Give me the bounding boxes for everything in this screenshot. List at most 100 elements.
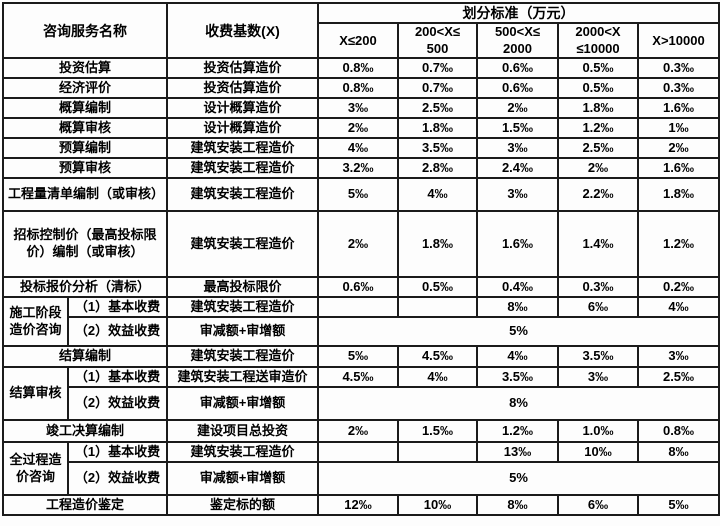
fee-base: 投资估算造价	[166, 77, 319, 100]
rate-cell: 1.8‰	[397, 210, 478, 279]
rate-cell: 4‰	[397, 177, 478, 213]
rate-cell: 2.5‰	[636, 366, 720, 389]
rate-cell: 8‰	[476, 296, 559, 319]
header-bracket-4: 2000<X ≤10000	[557, 22, 639, 60]
rate-cell: 1.2‰	[636, 210, 720, 279]
service-sub-name: （2）效益收费	[67, 316, 168, 348]
rate-cell: 8‰	[636, 441, 720, 464]
service-sub-name: （1）基本收费	[67, 441, 168, 464]
rate-cell: 0.5‰	[557, 77, 639, 100]
rate-cell: 0.7‰	[397, 77, 478, 100]
service-group-name: 结算审核	[2, 366, 69, 422]
rate-cell: 1.8‰	[557, 97, 639, 120]
rate-cell: 8‰	[476, 494, 559, 517]
fee-base: 设计概算造价	[166, 117, 319, 140]
header-standard: 划分标准（万元）	[316, 1, 720, 25]
rate-cell: 10‰	[397, 494, 478, 517]
rate-cell: 0.3‰	[557, 276, 639, 299]
service-name: 招标控制价（最高投标限价）编制（或审核）	[2, 210, 168, 279]
fee-base: 建筑安装工程造价	[166, 296, 319, 319]
rate-cell: 3‰	[476, 137, 559, 160]
header-fee-base: 收费基数(X)	[166, 1, 319, 60]
fee-standard-table: 咨询服务名称 收费基数(X) 划分标准（万元） X≤200 200<X≤ 500…	[2, 1, 720, 517]
header-bracket-5: X>10000	[636, 22, 720, 60]
rate-cell: 2‰	[317, 210, 399, 279]
rate-cell-merged: 5%	[316, 461, 720, 497]
rate-cell: 1.2‰	[476, 419, 559, 444]
rate-cell: 3‰	[317, 97, 399, 120]
service-sub-name: （2）效益收费	[67, 461, 168, 497]
fee-base: 建筑安装工程造价	[166, 441, 319, 464]
fee-base: 设计概算造价	[166, 97, 319, 120]
service-name: 投资估算	[2, 57, 168, 80]
rate-cell: 4.5‰	[397, 345, 478, 369]
rate-cell	[397, 296, 478, 319]
rate-cell: 0.6‰	[317, 276, 399, 299]
rate-cell: 10‰	[557, 441, 639, 464]
rate-cell: 1.6‰	[476, 210, 559, 279]
rate-cell: 0.4‰	[476, 276, 559, 299]
fee-base: 最高投标限价	[166, 276, 319, 299]
service-sub-name: （1）基本收费	[67, 296, 168, 319]
rate-cell: 3‰	[557, 366, 639, 389]
fee-base: 投资估算造价	[166, 57, 319, 80]
header-service-name: 咨询服务名称	[2, 1, 168, 60]
rate-cell: 4‰	[636, 296, 720, 319]
rate-cell: 1.4‰	[557, 210, 639, 279]
rate-cell: 3.5‰	[557, 345, 639, 369]
rate-cell: 13‰	[476, 441, 559, 464]
rate-cell: 1.8‰	[636, 177, 720, 213]
service-sub-name: （1）基本收费	[67, 366, 168, 389]
rate-cell	[397, 441, 478, 464]
rate-cell: 2.5‰	[557, 137, 639, 160]
rate-cell: 2‰	[636, 137, 720, 160]
rate-cell: 6‰	[557, 494, 639, 517]
header-bracket-1: X≤200	[317, 22, 399, 60]
fee-base: 鉴定标的额	[166, 494, 319, 517]
fee-base: 建筑安装工程送审造价	[166, 366, 319, 389]
rate-cell: 1.5‰	[397, 419, 478, 444]
rate-cell: 4‰	[397, 366, 478, 389]
rate-cell: 4‰	[317, 137, 399, 160]
rate-cell: 0.8‰	[636, 419, 720, 444]
rate-cell: 2.4‰	[476, 157, 559, 180]
rate-cell: 1.2‰	[557, 117, 639, 140]
rate-cell-merged: 5%	[316, 316, 720, 348]
fee-base: 建筑安装工程造价	[166, 345, 319, 369]
rate-cell: 12‰	[317, 494, 399, 517]
rate-cell: 0.5‰	[557, 57, 639, 80]
service-name: 投标报价分析（清标）	[2, 276, 168, 299]
rate-cell: 2.5‰	[397, 97, 478, 120]
fee-base: 审减额+审增额	[166, 461, 319, 497]
rate-cell: 3‰	[476, 177, 559, 213]
rate-cell: 2‰	[317, 117, 399, 140]
rate-cell: 3‰	[636, 345, 720, 369]
rate-cell	[317, 441, 399, 464]
service-name: 概算编制	[2, 97, 168, 120]
fee-base: 建设项目总投资	[166, 419, 319, 444]
rate-cell: 2.8‰	[397, 157, 478, 180]
rate-cell: 2‰	[317, 419, 399, 444]
rate-cell: 0.6‰	[476, 77, 559, 100]
fee-base: 建筑安装工程造价	[166, 210, 319, 279]
fee-base: 建筑安装工程造价	[166, 157, 319, 180]
service-sub-name: （2）效益收费	[67, 386, 168, 422]
rate-cell: 1‰	[636, 117, 720, 140]
service-name: 预算审核	[2, 157, 168, 180]
service-name: 结算编制	[2, 345, 168, 369]
service-name: 经济评价	[2, 77, 168, 100]
service-name: 概算审核	[2, 117, 168, 140]
rate-cell: 0.8‰	[317, 77, 399, 100]
fee-base: 建筑安装工程造价	[166, 137, 319, 160]
service-group-name: 施工阶段造价咨询	[2, 296, 69, 348]
rate-cell: 0.8‰	[317, 57, 399, 80]
rate-cell: 4‰	[476, 345, 559, 369]
service-name: 竣工决算编制	[2, 419, 168, 444]
rate-cell: 5‰	[636, 494, 720, 517]
rate-cell: 5‰	[317, 345, 399, 369]
rate-cell: 6‰	[557, 296, 639, 319]
rate-cell: 1.0‰	[557, 419, 639, 444]
service-name: 预算编制	[2, 137, 168, 160]
service-name: 工程造价鉴定	[2, 494, 168, 517]
